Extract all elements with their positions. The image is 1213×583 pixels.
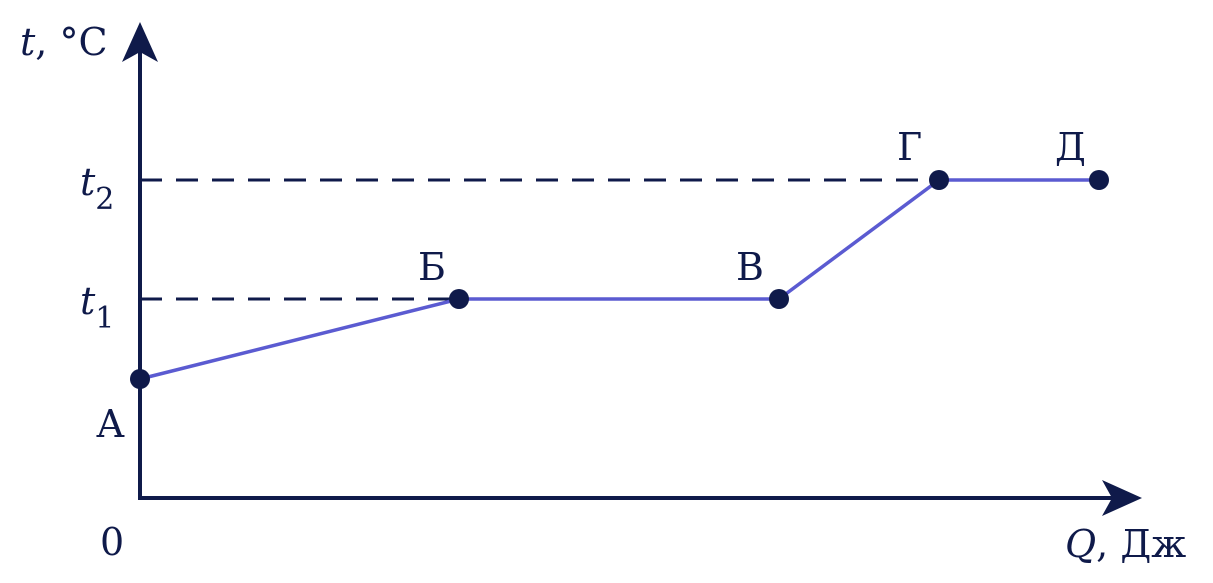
graph-line <box>139 178 1099 381</box>
x-unit: , Дж <box>1096 522 1186 566</box>
level-label: t2 <box>80 160 114 217</box>
point-label: В <box>736 245 764 289</box>
point <box>1089 170 1109 190</box>
origin-label: 0 <box>100 520 124 564</box>
y-axis-arrow <box>122 22 158 62</box>
level-symbol: t <box>80 279 96 323</box>
point <box>130 369 150 389</box>
point-label: Д <box>1055 125 1086 169</box>
point <box>449 289 469 309</box>
point <box>929 170 949 190</box>
point <box>769 289 789 309</box>
level-symbol: t <box>80 160 96 204</box>
x-variable: Q <box>1065 522 1096 566</box>
points <box>130 170 1109 389</box>
y-axis-label: t, °C <box>20 20 108 64</box>
point-label: Г <box>897 125 922 169</box>
y-unit: , °C <box>35 20 107 64</box>
x-axis-label: Q, Дж <box>1065 522 1186 566</box>
level-label: t1 <box>80 279 114 336</box>
x-axis-arrow <box>1102 480 1142 516</box>
level-index: 2 <box>95 182 114 217</box>
level-index: 1 <box>95 301 114 336</box>
point-label: Б <box>418 245 446 289</box>
y-variable: t <box>20 20 36 64</box>
point-label: А <box>96 402 125 446</box>
